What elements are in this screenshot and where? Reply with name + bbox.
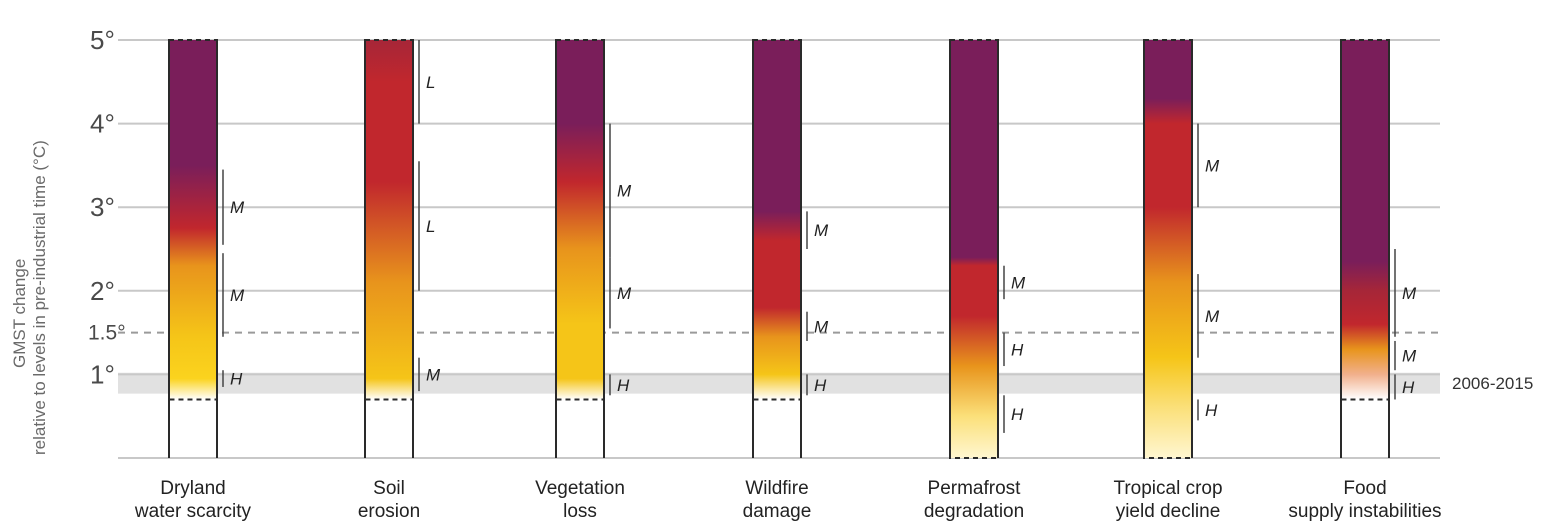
y-tick-label: 5° [90, 25, 115, 55]
confidence-label: L [426, 217, 435, 236]
reference-period-label: 2006-2015 [1452, 374, 1533, 393]
confidence-label: H [230, 370, 243, 389]
risk-bar [950, 40, 998, 458]
category-label: Permafrost [928, 478, 1022, 499]
category-label: degradation [924, 501, 1024, 522]
confidence-label: H [1011, 405, 1024, 424]
confidence-label: L [426, 73, 435, 92]
y-tick-label: 3° [90, 192, 115, 222]
risk-bar [1341, 40, 1389, 400]
category-label: Wildfire [745, 478, 808, 499]
y-tick-label: 2° [90, 276, 115, 306]
risk-bar [169, 40, 217, 400]
risk-bar [365, 40, 413, 400]
bar-outline [364, 39, 414, 401]
category-label: Soil [373, 478, 405, 499]
category-label: yield decline [1116, 501, 1221, 522]
risk-bar [556, 40, 604, 400]
risk-bar [1144, 40, 1192, 458]
bar-outline [168, 39, 218, 401]
confidence-label: H [1011, 340, 1024, 359]
category-label: water scarcity [134, 501, 252, 522]
confidence-label: H [814, 376, 827, 395]
confidence-label: M [1402, 284, 1417, 303]
confidence-label: M [814, 221, 829, 240]
confidence-label: M [230, 198, 245, 217]
bar-outline [949, 39, 999, 459]
category-label: Dryland [160, 478, 225, 499]
confidence-label: H [1402, 378, 1415, 397]
y-tick-label: 4° [90, 109, 115, 139]
category-label: Tropical crop [1113, 478, 1222, 499]
y-axis-label-line1: GMST change [10, 259, 29, 368]
y-axis: 5° 4° 3° 2° 1.5° 1° [88, 25, 126, 389]
confidence-label: M [1205, 156, 1220, 175]
bar-outline [1143, 39, 1193, 459]
confidence-label: M [426, 365, 441, 384]
bar-outline [555, 39, 605, 401]
risk-bar [753, 40, 801, 400]
confidence-label: H [617, 376, 630, 395]
y-tick-label: 1° [90, 359, 115, 389]
confidence-label: M [617, 181, 632, 200]
category-label: damage [743, 501, 812, 522]
category-label: Vegetation [535, 478, 625, 499]
y-axis-label-line2: relative to levels in pre-industrial tim… [30, 140, 49, 455]
y-tick-label: 1.5° [88, 322, 126, 345]
category-label: supply instabilities [1288, 501, 1441, 522]
category-label: Food [1343, 478, 1386, 499]
confidence-label: M [1205, 307, 1220, 326]
bar-outline [752, 39, 802, 401]
confidence-label: M [1011, 273, 1026, 292]
category-label: erosion [358, 501, 420, 522]
category-label: loss [563, 501, 597, 522]
confidence-label: M [814, 317, 829, 336]
confidence-label: M [1402, 347, 1417, 366]
bar-outline [1340, 39, 1390, 401]
bars [168, 39, 1390, 459]
confidence-label: M [230, 286, 245, 305]
confidence-label: H [1205, 401, 1218, 420]
confidence-label: M [617, 284, 632, 303]
